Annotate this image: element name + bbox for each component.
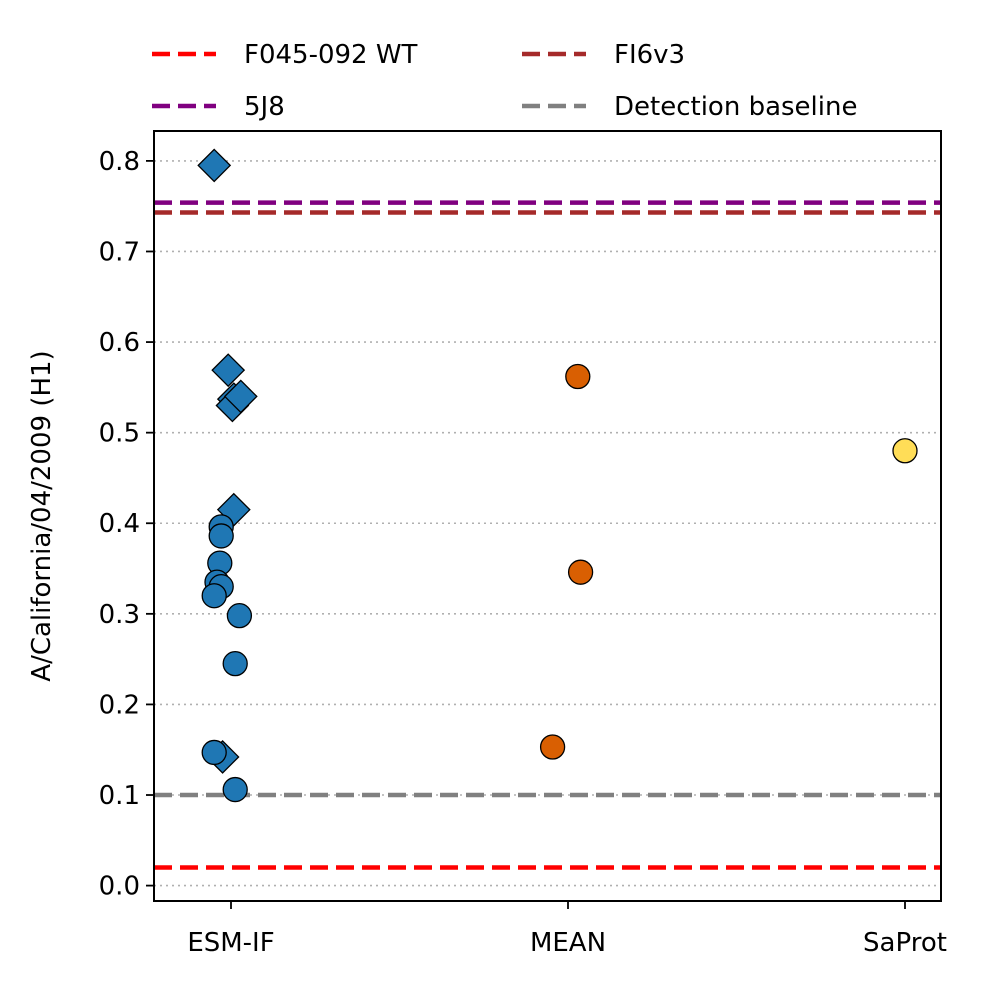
legend-label: F045-092 WT	[244, 40, 418, 70]
y-tick-label: 0.0	[99, 872, 140, 902]
plot-frame	[153, 130, 942, 902]
legend-label: FI6v3	[614, 40, 685, 70]
y-tick-label: 0.1	[99, 781, 140, 811]
data-point-circle	[892, 438, 918, 464]
data-point-diamond	[223, 379, 258, 414]
data-point-circle	[201, 583, 227, 609]
y-tick-label: 0.8	[99, 147, 140, 177]
x-axis: ESM-IF MEAN SaProt	[187, 901, 947, 958]
reference-lines	[154, 200, 941, 870]
y-tick-label: 0.4	[99, 509, 140, 539]
data-point-circle	[201, 739, 227, 766]
data-points	[197, 148, 918, 803]
y-tick-label: 0.5	[99, 419, 140, 449]
y-tick-label: 0.2	[99, 690, 140, 720]
legend-label: Detection baseline	[614, 92, 857, 122]
y-tick-label: 0.7	[99, 237, 140, 267]
data-point-diamond	[197, 148, 232, 183]
x-tick-label: SaProt	[863, 928, 947, 958]
legend: F045-092 WT FI6v3 5J8 Detection baseline	[152, 40, 857, 122]
data-point-circle	[539, 734, 566, 760]
y-axis-label: A/California/04/2009 (H1)	[27, 350, 57, 681]
data-point-circle	[567, 559, 594, 585]
data-point-circle	[222, 776, 248, 803]
x-tick-label: MEAN	[530, 928, 606, 958]
x-tick-label: ESM-IF	[187, 928, 274, 958]
data-point-diamond	[211, 353, 246, 388]
data-point-circle	[226, 602, 253, 629]
data-point-circle	[565, 363, 591, 390]
data-point-circle	[208, 523, 234, 549]
y-tick-label: 0.6	[99, 328, 140, 358]
legend-label: 5J8	[244, 92, 285, 122]
y-tick-label: 0.3	[99, 600, 140, 630]
grid-lines	[154, 160, 941, 887]
y-axis: 0.0 0.1 0.2 0.3 0.4 0.5 0.6 0.7 0.8	[99, 147, 154, 902]
data-point-circle	[222, 651, 248, 677]
